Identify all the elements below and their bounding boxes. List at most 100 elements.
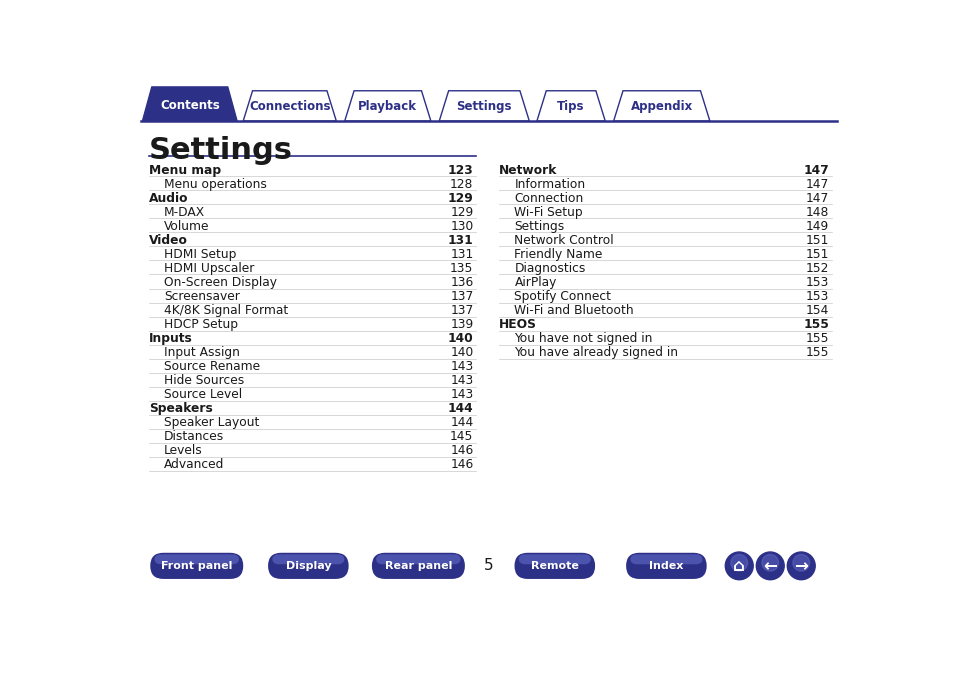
Polygon shape — [243, 91, 335, 120]
Text: 149: 149 — [805, 219, 828, 233]
Text: 146: 146 — [450, 458, 473, 471]
Text: Display: Display — [285, 561, 331, 571]
Text: Contents: Contents — [160, 99, 219, 112]
Text: Hide Sources: Hide Sources — [164, 374, 244, 387]
Text: 137: 137 — [450, 289, 473, 303]
Circle shape — [786, 552, 815, 579]
Text: 151: 151 — [805, 234, 828, 246]
Polygon shape — [142, 87, 236, 120]
Text: Appendix: Appendix — [630, 100, 692, 114]
Circle shape — [792, 555, 809, 571]
Text: 153: 153 — [805, 289, 828, 303]
Text: 151: 151 — [805, 248, 828, 260]
Circle shape — [724, 552, 753, 579]
Text: 143: 143 — [450, 388, 473, 400]
Text: Source Rename: Source Rename — [164, 360, 260, 373]
FancyBboxPatch shape — [372, 553, 464, 579]
Text: Inputs: Inputs — [149, 332, 193, 345]
Text: 155: 155 — [802, 318, 828, 330]
Text: Distances: Distances — [164, 430, 224, 443]
Text: Tips: Tips — [557, 100, 584, 114]
Text: 129: 129 — [447, 192, 473, 205]
Text: 147: 147 — [805, 178, 828, 190]
FancyBboxPatch shape — [375, 555, 460, 564]
FancyBboxPatch shape — [629, 555, 702, 564]
Text: Advanced: Advanced — [164, 458, 224, 471]
Text: 131: 131 — [450, 248, 473, 260]
Text: 135: 135 — [450, 262, 473, 275]
Text: Levels: Levels — [164, 444, 203, 457]
Text: Network: Network — [498, 164, 557, 176]
Text: Information: Information — [514, 178, 585, 190]
Text: 144: 144 — [450, 416, 473, 429]
Text: 139: 139 — [450, 318, 473, 330]
Text: 4K/8K Signal Format: 4K/8K Signal Format — [164, 304, 288, 317]
Polygon shape — [344, 91, 431, 120]
FancyBboxPatch shape — [150, 553, 243, 579]
Circle shape — [761, 555, 778, 571]
Text: HDMI Upscaler: HDMI Upscaler — [164, 262, 254, 275]
Text: Settings: Settings — [149, 136, 293, 165]
Text: Settings: Settings — [514, 219, 564, 233]
Text: 144: 144 — [447, 402, 473, 415]
Text: Network Control: Network Control — [514, 234, 614, 246]
Text: 148: 148 — [805, 205, 828, 219]
Text: 130: 130 — [450, 219, 473, 233]
Text: ⌂: ⌂ — [733, 557, 744, 575]
Text: Playback: Playback — [358, 100, 416, 114]
Text: 140: 140 — [450, 346, 473, 359]
Text: Wi-Fi and Bluetooth: Wi-Fi and Bluetooth — [514, 304, 634, 317]
Text: Volume: Volume — [164, 219, 210, 233]
Text: M-DAX: M-DAX — [164, 205, 205, 219]
Text: Speaker Layout: Speaker Layout — [164, 416, 259, 429]
FancyBboxPatch shape — [268, 553, 348, 579]
FancyBboxPatch shape — [517, 555, 591, 564]
Text: Connections: Connections — [249, 100, 330, 114]
Text: You have already signed in: You have already signed in — [514, 346, 678, 359]
Text: Speakers: Speakers — [149, 402, 213, 415]
FancyBboxPatch shape — [154, 555, 239, 564]
Text: 152: 152 — [805, 262, 828, 275]
Text: 143: 143 — [450, 360, 473, 373]
Text: Diagnostics: Diagnostics — [514, 262, 585, 275]
Text: HDCP Setup: HDCP Setup — [164, 318, 238, 330]
Text: You have not signed in: You have not signed in — [514, 332, 652, 345]
Text: HEOS: HEOS — [498, 318, 537, 330]
Text: 155: 155 — [804, 332, 828, 345]
Text: 145: 145 — [450, 430, 473, 443]
Text: HDMI Setup: HDMI Setup — [164, 248, 236, 260]
FancyBboxPatch shape — [625, 553, 706, 579]
FancyBboxPatch shape — [272, 555, 344, 564]
Text: 155: 155 — [804, 346, 828, 359]
Text: 154: 154 — [805, 304, 828, 317]
Polygon shape — [439, 91, 529, 120]
Text: 146: 146 — [450, 444, 473, 457]
Text: Connection: Connection — [514, 192, 583, 205]
Text: 137: 137 — [450, 304, 473, 317]
Text: 131: 131 — [447, 234, 473, 246]
Text: 123: 123 — [447, 164, 473, 176]
Circle shape — [730, 555, 747, 571]
Text: Index: Index — [649, 561, 683, 571]
Text: 147: 147 — [802, 164, 828, 176]
Text: 140: 140 — [447, 332, 473, 345]
Text: Audio: Audio — [149, 192, 188, 205]
Text: Friendly Name: Friendly Name — [514, 248, 602, 260]
Text: 153: 153 — [805, 276, 828, 289]
Polygon shape — [537, 91, 604, 120]
Text: Video: Video — [149, 234, 188, 246]
Text: 136: 136 — [450, 276, 473, 289]
Text: ←: ← — [762, 557, 777, 575]
Text: Wi-Fi Setup: Wi-Fi Setup — [514, 205, 582, 219]
Text: AirPlay: AirPlay — [514, 276, 557, 289]
Text: →: → — [794, 557, 807, 575]
Text: Spotify Connect: Spotify Connect — [514, 289, 611, 303]
Circle shape — [756, 552, 783, 579]
Text: Remote: Remote — [530, 561, 578, 571]
Text: Menu map: Menu map — [149, 164, 220, 176]
Text: 129: 129 — [450, 205, 473, 219]
Polygon shape — [613, 91, 709, 120]
Text: 143: 143 — [450, 374, 473, 387]
Text: 5: 5 — [483, 559, 494, 573]
Text: On-Screen Display: On-Screen Display — [164, 276, 277, 289]
